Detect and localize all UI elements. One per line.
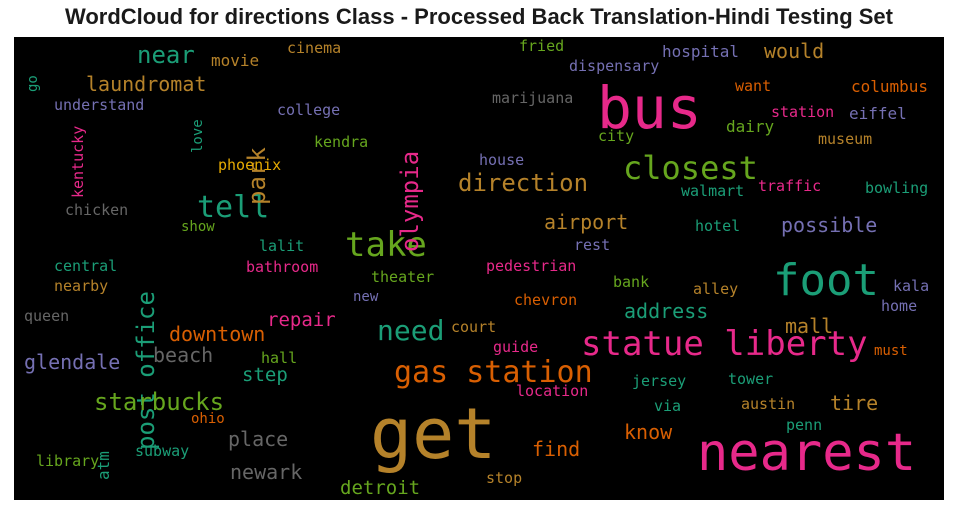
word-tire: tire	[830, 393, 878, 413]
word-glendale: glendale	[24, 352, 120, 372]
word-newark: newark	[230, 462, 302, 482]
word-queen: queen	[24, 309, 69, 324]
word-near: near	[137, 43, 195, 67]
word-bathroom: bathroom	[246, 260, 318, 275]
word-repair: repair	[267, 311, 336, 330]
word-kala: kala	[893, 279, 929, 294]
word-would: would	[764, 41, 824, 61]
word-walmart: walmart	[681, 184, 744, 199]
word-dairy: dairy	[726, 119, 774, 135]
word-via: via	[654, 399, 681, 414]
word-bank: bank	[613, 275, 649, 290]
word-station: station	[771, 105, 834, 120]
word-court: court	[451, 320, 496, 335]
word-detroit: detroit	[340, 479, 420, 498]
word-museum: museum	[818, 132, 872, 147]
word-cinema: cinema	[287, 41, 341, 56]
word-marijuana: marijuana	[492, 91, 573, 106]
word-new: new	[353, 290, 378, 304]
word-must: must	[874, 344, 908, 358]
word-traffic: traffic	[758, 179, 821, 194]
word-downtown: downtown	[169, 324, 265, 344]
word-direction: direction	[458, 171, 588, 195]
word-possible: possible	[781, 215, 877, 235]
word-columbus: columbus	[851, 79, 928, 95]
word-love: love	[191, 119, 205, 153]
word-foot: foot	[773, 259, 879, 303]
word-go: go	[26, 75, 40, 92]
word-house: house	[479, 153, 524, 168]
word-dispensary: dispensary	[569, 59, 659, 74]
word-theater: theater	[371, 270, 434, 285]
word-subway: subway	[135, 444, 189, 459]
word-find: find	[532, 439, 580, 459]
word-stop: stop	[486, 471, 522, 486]
chart-title: WordCloud for directions Class - Process…	[0, 4, 958, 30]
word-airport: airport	[544, 212, 628, 232]
word-ohio: ohio	[191, 412, 225, 426]
word-lalit: lalit	[259, 239, 304, 254]
word-closest: closest	[623, 152, 758, 184]
word-penn: penn	[786, 418, 822, 433]
word-home: home	[881, 299, 917, 314]
word-central: central	[54, 259, 117, 274]
word-phoenix: phoenix	[218, 158, 281, 173]
word-movie: movie	[211, 53, 259, 69]
word-want: want	[735, 79, 771, 94]
word-show: show	[181, 220, 215, 234]
word-kentucky: kentucky	[71, 126, 86, 198]
word-hotel: hotel	[695, 219, 740, 234]
word-beach: beach	[153, 345, 213, 365]
word-pedestrian: pedestrian	[486, 259, 576, 274]
word-hall: hall	[261, 351, 297, 366]
word-eiffel: eiffel	[849, 106, 907, 122]
word-hospital: hospital	[662, 44, 739, 60]
word-kendra: kendra	[314, 135, 368, 150]
word-address: address	[624, 301, 708, 321]
word-location: location	[516, 384, 588, 399]
word-place: place	[228, 429, 288, 449]
word-laundromat: laundromat	[86, 74, 206, 94]
word-college: college	[277, 103, 340, 118]
word-understand: understand	[54, 98, 144, 113]
word-get: get	[370, 399, 496, 469]
word-olympia: olympia	[398, 151, 422, 252]
word-jersey: jersey	[632, 374, 686, 389]
word-post-office: post office	[134, 291, 158, 450]
word-bowling: bowling	[865, 181, 928, 196]
word-fried: fried	[519, 39, 564, 54]
word-austin: austin	[741, 397, 795, 412]
word-chicken: chicken	[65, 203, 128, 218]
word-mall: mall	[785, 316, 833, 336]
word-know: know	[624, 422, 672, 442]
word-rest: rest	[574, 238, 610, 253]
word-need: need	[377, 317, 444, 345]
word-nearest: nearest	[697, 427, 916, 479]
word-city: city	[598, 129, 634, 144]
word-alley: alley	[693, 282, 738, 297]
word-nearby: nearby	[54, 279, 108, 294]
word-guide: guide	[493, 340, 538, 355]
word-library: library	[36, 454, 99, 469]
wordcloud-canvas: get nearest bus foot statue liberty take gas s…	[14, 37, 944, 500]
word-chevron: chevron	[514, 293, 577, 308]
word-tower: tower	[728, 372, 773, 387]
word-step: step	[242, 366, 288, 385]
